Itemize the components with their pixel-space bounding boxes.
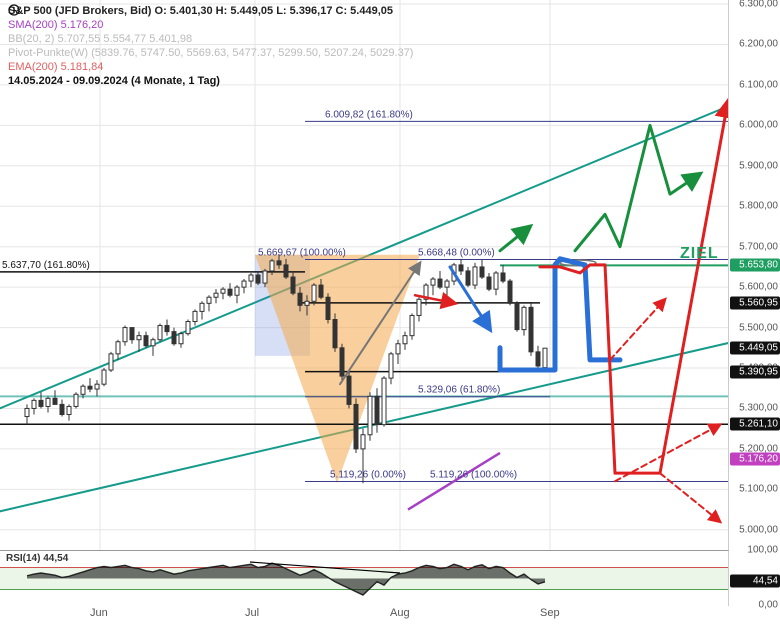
y-tick-label: 5.000,00 [739, 524, 778, 535]
y-tick-label: 5.800,00 [739, 201, 778, 212]
y-tick-label: 6.100,00 [739, 79, 778, 90]
price-tag: 5.390,95 [730, 365, 780, 378]
chart-container: 5.637,70 (161.80%) 5.669,67 (100.00%) 5.66… [0, 0, 780, 625]
x-tick-label: Jun [90, 607, 108, 619]
rsi-tick-label: 0,00 [759, 600, 778, 611]
svg-text:5.669,67 (100.00%): 5.669,67 (100.00%) [258, 247, 346, 258]
svg-text:5.119,26 (0.00%): 5.119,26 (0.00%) [330, 470, 406, 481]
svg-text:6.009,82 (161.80%): 6.009,82 (161.80%) [325, 109, 413, 120]
svg-text:5.329,06 (61.80%): 5.329,06 (61.80%) [418, 385, 500, 396]
y-tick-label: 6.200,00 [739, 39, 778, 50]
rsi-value-tag: 44,54 [730, 574, 780, 587]
indicator-bb-label: BB(20, 2) 5.707,55 5.554,77 5.401,98 [8, 32, 413, 46]
y-tick-label: 5.300,00 [739, 403, 778, 414]
y-axis: 5.000,005.100,005.200,005.300,005.400,00… [728, 0, 780, 625]
svg-text:5.668,48 (0.00%): 5.668,48 (0.00%) [418, 247, 495, 258]
price-tag: 5.560,95 [730, 296, 780, 309]
y-tick-label: 6.300,00 [739, 0, 778, 10]
x-axis: Jun Jul Aug Sep [0, 605, 728, 625]
x-tick-label: Aug [390, 607, 410, 619]
x-tick-label: Sep [540, 607, 560, 619]
period-row: 14.05.2024 - 09.09.2024 (4 Monate, 1 Tag… [8, 74, 413, 88]
ziel-label: ZIEL [680, 245, 719, 263]
clock-icon [8, 4, 20, 16]
indicator-ema-label: EMA(200) 5.181,84 [8, 61, 103, 73]
period-label: 14.05.2024 - 09.09.2024 (4 Monate, 1 Tag… [8, 74, 220, 88]
chart-header: S&P 500 (JFD Brokers, Bid) O: 5.401,30 H… [8, 4, 413, 88]
y-tick-label: 5.500,00 [739, 322, 778, 333]
svg-text:5.119,26 (100.00%): 5.119,26 (100.00%) [430, 470, 517, 481]
rsi-svg [0, 551, 728, 606]
price-tag: 5.261,10 [730, 418, 780, 431]
y-tick-label: 5.100,00 [739, 484, 778, 495]
y-tick-label: 5.600,00 [739, 282, 778, 293]
price-tag: 5.653,80 [730, 259, 780, 272]
price-tag: 5.449,05 [730, 342, 780, 355]
y-tick-label: 5.700,00 [739, 241, 778, 252]
x-tick-label: Jul [245, 607, 259, 619]
svg-text:5.637,70 (161.80%): 5.637,70 (161.80%) [2, 260, 90, 271]
rsi-tick-label: 100,00 [747, 545, 778, 556]
symbol-ohlc-line: S&P 500 (JFD Brokers, Bid) O: 5.401,30 H… [8, 4, 413, 18]
rsi-pane[interactable]: RSI(14) 44,54 [0, 550, 729, 606]
y-tick-label: 6.000,00 [739, 120, 778, 131]
indicator-sma-label: SMA(200) 5.176,20 [8, 19, 103, 31]
indicator-pivot-label: Pivot-Punkte(W) (5839.76, 5747.50, 5569.… [8, 46, 413, 60]
rsi-label: RSI(14) 44,54 [6, 553, 68, 564]
price-tag: 5.176,20 [730, 452, 780, 465]
y-tick-label: 5.900,00 [739, 160, 778, 171]
